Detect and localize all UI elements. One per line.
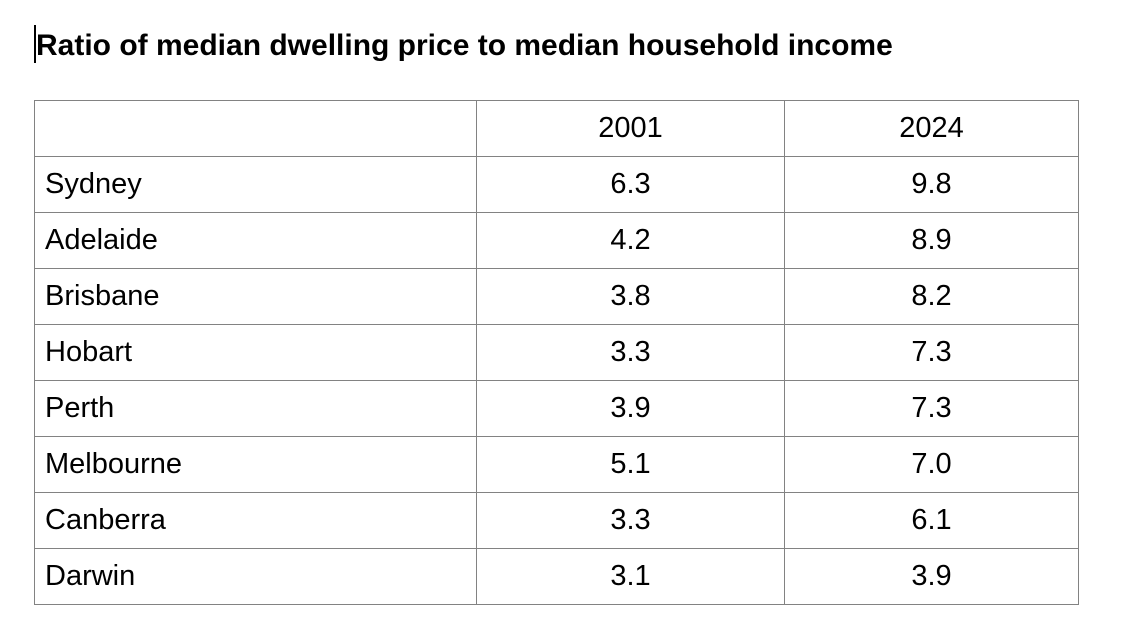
column-header-2001[interactable]: 2001: [476, 100, 785, 157]
city-cell[interactable]: Hobart: [34, 324, 477, 381]
city-cell[interactable]: Melbourne: [34, 436, 477, 493]
city-cell[interactable]: Brisbane: [34, 268, 477, 325]
value-cell-2024[interactable]: 8.9: [784, 212, 1079, 269]
table-row-darwin: Darwin 3.1 3.9: [34, 548, 1079, 605]
table-row-canberra: Canberra 3.3 6.1: [34, 492, 1079, 549]
value-cell-2024[interactable]: 3.9: [784, 548, 1079, 605]
text-cursor-caret: [34, 25, 36, 63]
value-cell-2001[interactable]: 6.3: [476, 156, 785, 213]
city-cell[interactable]: Adelaide: [34, 212, 477, 269]
value-cell-2001[interactable]: 5.1: [476, 436, 785, 493]
value-cell-2024[interactable]: 9.8: [784, 156, 1079, 213]
document-title[interactable]: Ratio of median dwelling price to median…: [36, 29, 893, 62]
city-cell[interactable]: Perth: [34, 380, 477, 437]
city-cell[interactable]: Darwin: [34, 548, 477, 605]
value-cell-2001[interactable]: 3.3: [476, 324, 785, 381]
value-cell-2001[interactable]: 3.8: [476, 268, 785, 325]
value-cell-2001[interactable]: 4.2: [476, 212, 785, 269]
value-cell-2024[interactable]: 6.1: [784, 492, 1079, 549]
column-header-2024[interactable]: 2024: [784, 100, 1079, 157]
corner-header-cell[interactable]: [34, 100, 477, 157]
city-cell[interactable]: Sydney: [34, 156, 477, 213]
value-cell-2024[interactable]: 7.3: [784, 380, 1079, 437]
table-row-perth: Perth 3.9 7.3: [34, 380, 1079, 437]
value-cell-2024[interactable]: 7.0: [784, 436, 1079, 493]
table-row-melbourne: Melbourne 5.1 7.0: [34, 436, 1079, 493]
value-cell-2001[interactable]: 3.9: [476, 380, 785, 437]
value-cell-2024[interactable]: 7.3: [784, 324, 1079, 381]
dwelling-price-income-ratio-table: 2001 2024 Sydney 6.3 9.8 Adelaide 4.2 8.…: [34, 100, 1079, 605]
value-cell-2001[interactable]: 3.1: [476, 548, 785, 605]
value-cell-2024[interactable]: 8.2: [784, 268, 1079, 325]
table-row-sydney: Sydney 6.3 9.8: [34, 156, 1079, 213]
header-row: 2001 2024: [34, 100, 1079, 157]
table-row-brisbane: Brisbane 3.8 8.2: [34, 268, 1079, 325]
table-body: Sydney 6.3 9.8 Adelaide 4.2 8.9 Brisbane…: [34, 156, 1079, 605]
value-cell-2001[interactable]: 3.3: [476, 492, 785, 549]
table-row-hobart: Hobart 3.3 7.3: [34, 324, 1079, 381]
table-row-adelaide: Adelaide 4.2 8.9: [34, 212, 1079, 269]
city-cell[interactable]: Canberra: [34, 492, 477, 549]
